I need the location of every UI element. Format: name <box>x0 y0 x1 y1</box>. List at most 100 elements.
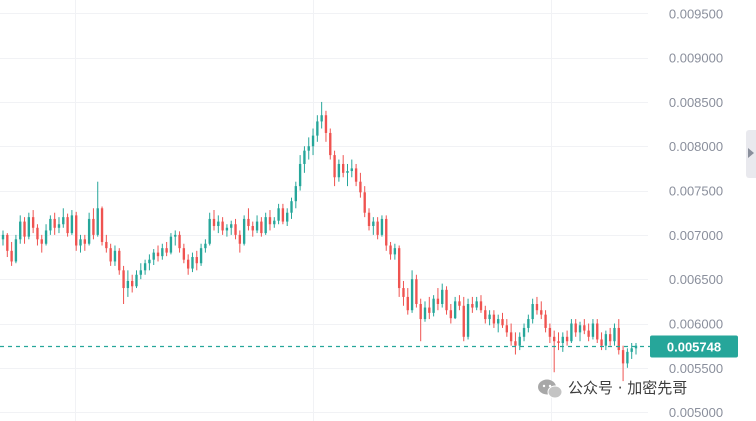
candle-body-61 <box>264 217 267 234</box>
candle-body-125 <box>540 310 543 315</box>
candle-body-56 <box>242 218 246 244</box>
y-tick-label-5: 0.007000 <box>669 228 723 243</box>
candle-body-54 <box>234 224 237 235</box>
candle-body-128 <box>552 336 556 342</box>
candle-body-16 <box>70 215 74 234</box>
candle-body-62 <box>268 217 272 225</box>
candle-body-50 <box>217 221 220 227</box>
candle-body-131 <box>565 336 569 342</box>
candle-body-98 <box>423 307 427 320</box>
candle-body-130 <box>561 336 564 344</box>
candle-body-87 <box>376 221 379 235</box>
candle-body-28 <box>122 270 125 289</box>
last-price-tag: 0.005748 <box>650 335 738 358</box>
candle-body-25 <box>109 248 112 262</box>
price-axis[interactable]: 0.009500 0.009000 0.008500 0.008000 0.007500… <box>669 6 723 420</box>
candle-body-116 <box>501 319 504 326</box>
candle-body-66 <box>286 212 289 222</box>
candle-body-48 <box>208 218 211 244</box>
y-tick-label-7: 0.006000 <box>669 317 723 332</box>
candle-body-129 <box>557 341 560 344</box>
candle-body-146 <box>630 348 633 352</box>
candle-body-32 <box>139 270 142 275</box>
candle-body-83 <box>359 181 362 193</box>
candle-body-119 <box>514 341 517 346</box>
candle-body-21 <box>92 218 95 235</box>
candle-body-52 <box>225 227 229 231</box>
chevron-right-icon <box>748 148 754 158</box>
candle-body-39 <box>169 236 173 253</box>
candle-body-13 <box>57 224 61 228</box>
candle-body-120 <box>518 336 521 346</box>
candle-body-140 <box>604 334 608 346</box>
candle-body-110 <box>475 301 478 308</box>
candle-body-102 <box>441 289 444 305</box>
candle-body-144 <box>621 350 625 364</box>
candle-body-90 <box>389 245 392 255</box>
candle-body-51 <box>221 221 224 231</box>
candle-body-44 <box>191 257 194 269</box>
y-tick-label-6: 0.006500 <box>669 272 723 287</box>
candle-body-0 <box>1 234 5 240</box>
candle-body-1 <box>6 234 9 251</box>
y-tick-label-0: 0.009500 <box>669 6 723 21</box>
candle-body-3 <box>14 239 18 262</box>
candle-body-141 <box>608 334 612 342</box>
candle-body-109 <box>471 304 474 308</box>
candle-body-20 <box>87 218 91 244</box>
candle-body-145 <box>626 351 629 364</box>
candle-body-24 <box>105 241 108 249</box>
candle-body-73 <box>316 121 319 136</box>
candle-body-11 <box>49 218 52 231</box>
candle-body-41 <box>178 234 181 249</box>
candle-body-126 <box>544 314 547 328</box>
candle-body-43 <box>186 259 190 269</box>
candle-body-142 <box>613 327 616 342</box>
watermark: 公众号 · 加密先哥 <box>538 379 687 399</box>
y-tick-label-1: 0.009000 <box>669 51 723 66</box>
y-tick-label-8: 0.005500 <box>669 361 723 376</box>
candle-body-37 <box>161 248 164 257</box>
candle-body-111 <box>479 301 483 311</box>
candle-body-84 <box>363 192 366 213</box>
candle-body-85 <box>367 212 371 227</box>
candle-body-9 <box>40 239 43 244</box>
candle-body-138 <box>596 323 599 340</box>
y-tick-label-9: 0.005000 <box>669 405 723 420</box>
candle-body-91 <box>393 248 397 255</box>
candle-body-12 <box>53 218 56 228</box>
candle-body-26 <box>113 250 117 262</box>
candle-body-115 <box>497 319 500 324</box>
candle-body-5 <box>23 221 26 237</box>
candle-body-80 <box>346 171 349 173</box>
candle-body-65 <box>281 208 285 222</box>
scroll-handle[interactable] <box>746 130 756 178</box>
candle-body-133 <box>574 323 577 333</box>
candle-body-67 <box>290 201 293 213</box>
candle-body-124 <box>535 304 539 311</box>
wechat-icon <box>538 379 563 399</box>
candle-body-97 <box>419 304 422 320</box>
candle-body-101 <box>436 298 440 305</box>
candle-body-135 <box>583 325 586 331</box>
candle-body-137 <box>591 323 595 337</box>
candle-body-31 <box>135 274 138 287</box>
candle-body-35 <box>152 252 155 260</box>
candle-body-30 <box>130 280 134 287</box>
candle-body-92 <box>397 248 401 289</box>
candle-body-45 <box>195 257 198 264</box>
candle-body-79 <box>341 163 345 173</box>
candle-body-64 <box>277 208 280 221</box>
candle-body-14 <box>62 217 65 225</box>
candle-body-139 <box>600 339 603 346</box>
candle-body-59 <box>255 221 259 231</box>
candle-body-53 <box>230 224 233 228</box>
candle-body-18 <box>79 239 82 246</box>
candle-body-100 <box>432 298 435 313</box>
watermark-text: 公众号 · 加密先哥 <box>568 379 687 397</box>
candle-body-88 <box>380 218 384 235</box>
candle-body-113 <box>488 314 491 320</box>
candle-body-132 <box>570 323 573 342</box>
